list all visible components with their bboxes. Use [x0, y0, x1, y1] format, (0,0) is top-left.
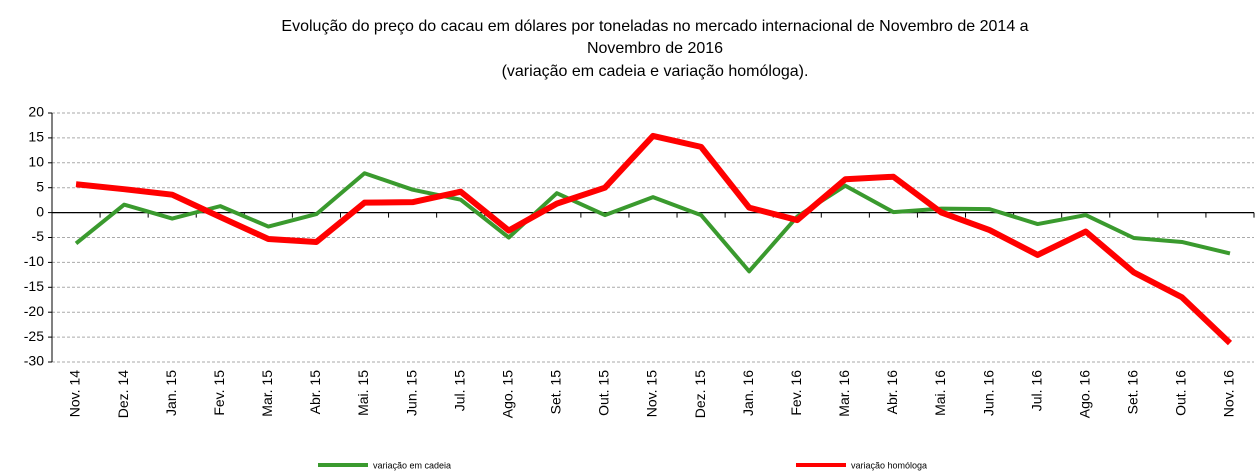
y-tick-label: 0 — [36, 203, 44, 219]
x-tick-label: Jan. 15 — [163, 370, 179, 416]
x-tick-label: Abr. 16 — [884, 370, 900, 415]
x-tick-label: Jul. 15 — [451, 370, 467, 411]
x-tick-label: Dez. 14 — [115, 370, 131, 418]
x-tick-label: Jun. 15 — [403, 370, 419, 416]
x-tick-label: Fev. 16 — [788, 370, 804, 416]
y-tick-label: 10 — [28, 154, 44, 170]
x-tick-label: Ago. 15 — [499, 370, 515, 418]
y-tick-label: -5 — [32, 228, 45, 244]
y-tick-label: 5 — [36, 178, 44, 194]
y-tick-label: -15 — [24, 278, 44, 294]
x-tick-label: Ago. 16 — [1076, 370, 1092, 418]
x-tick-label: Jun. 16 — [980, 370, 996, 416]
chart-title: Evolução do preço do cacau em dólares po… — [281, 18, 1028, 35]
x-tick-label: Mai. 15 — [355, 370, 371, 416]
y-tick-label: 15 — [28, 129, 44, 145]
x-tick-label: Nov. 14 — [67, 370, 83, 417]
y-tick-label: -25 — [24, 328, 44, 344]
legend-label: variação em cadeia — [373, 460, 451, 470]
y-tick-label: -10 — [24, 253, 44, 269]
x-tick-label: Mar. 15 — [259, 370, 275, 417]
y-tick-label: -30 — [24, 353, 44, 369]
y-tick-label: 20 — [28, 104, 44, 120]
x-tick-label: Mai. 16 — [932, 370, 948, 416]
x-tick-label: Dez. 15 — [692, 370, 708, 418]
y-tick-label: -20 — [24, 303, 44, 319]
x-tick-label: Jan. 16 — [740, 370, 756, 416]
legend-label: variação homóloga — [851, 460, 927, 470]
x-tick-label: Out. 16 — [1173, 370, 1189, 416]
x-tick-label: Nov. 15 — [644, 370, 660, 417]
line-series — [74, 171, 1231, 274]
x-tick-label: Set. 15 — [548, 370, 564, 415]
line-series — [75, 132, 1233, 346]
x-tick-label: Nov. 16 — [1221, 370, 1237, 417]
x-tick-label: Fev. 15 — [211, 370, 227, 416]
x-tick-label: Abr. 15 — [307, 370, 323, 415]
x-tick-label: Out. 15 — [596, 370, 612, 416]
chart-subtitle: (variação em cadeia e variação homóloga)… — [502, 63, 809, 80]
chart-title: Novembro de 2016 — [587, 40, 723, 57]
x-tick-label: Set. 16 — [1125, 370, 1141, 415]
x-tick-label: Jul. 16 — [1028, 370, 1044, 411]
x-tick-label: Mar. 16 — [836, 370, 852, 417]
